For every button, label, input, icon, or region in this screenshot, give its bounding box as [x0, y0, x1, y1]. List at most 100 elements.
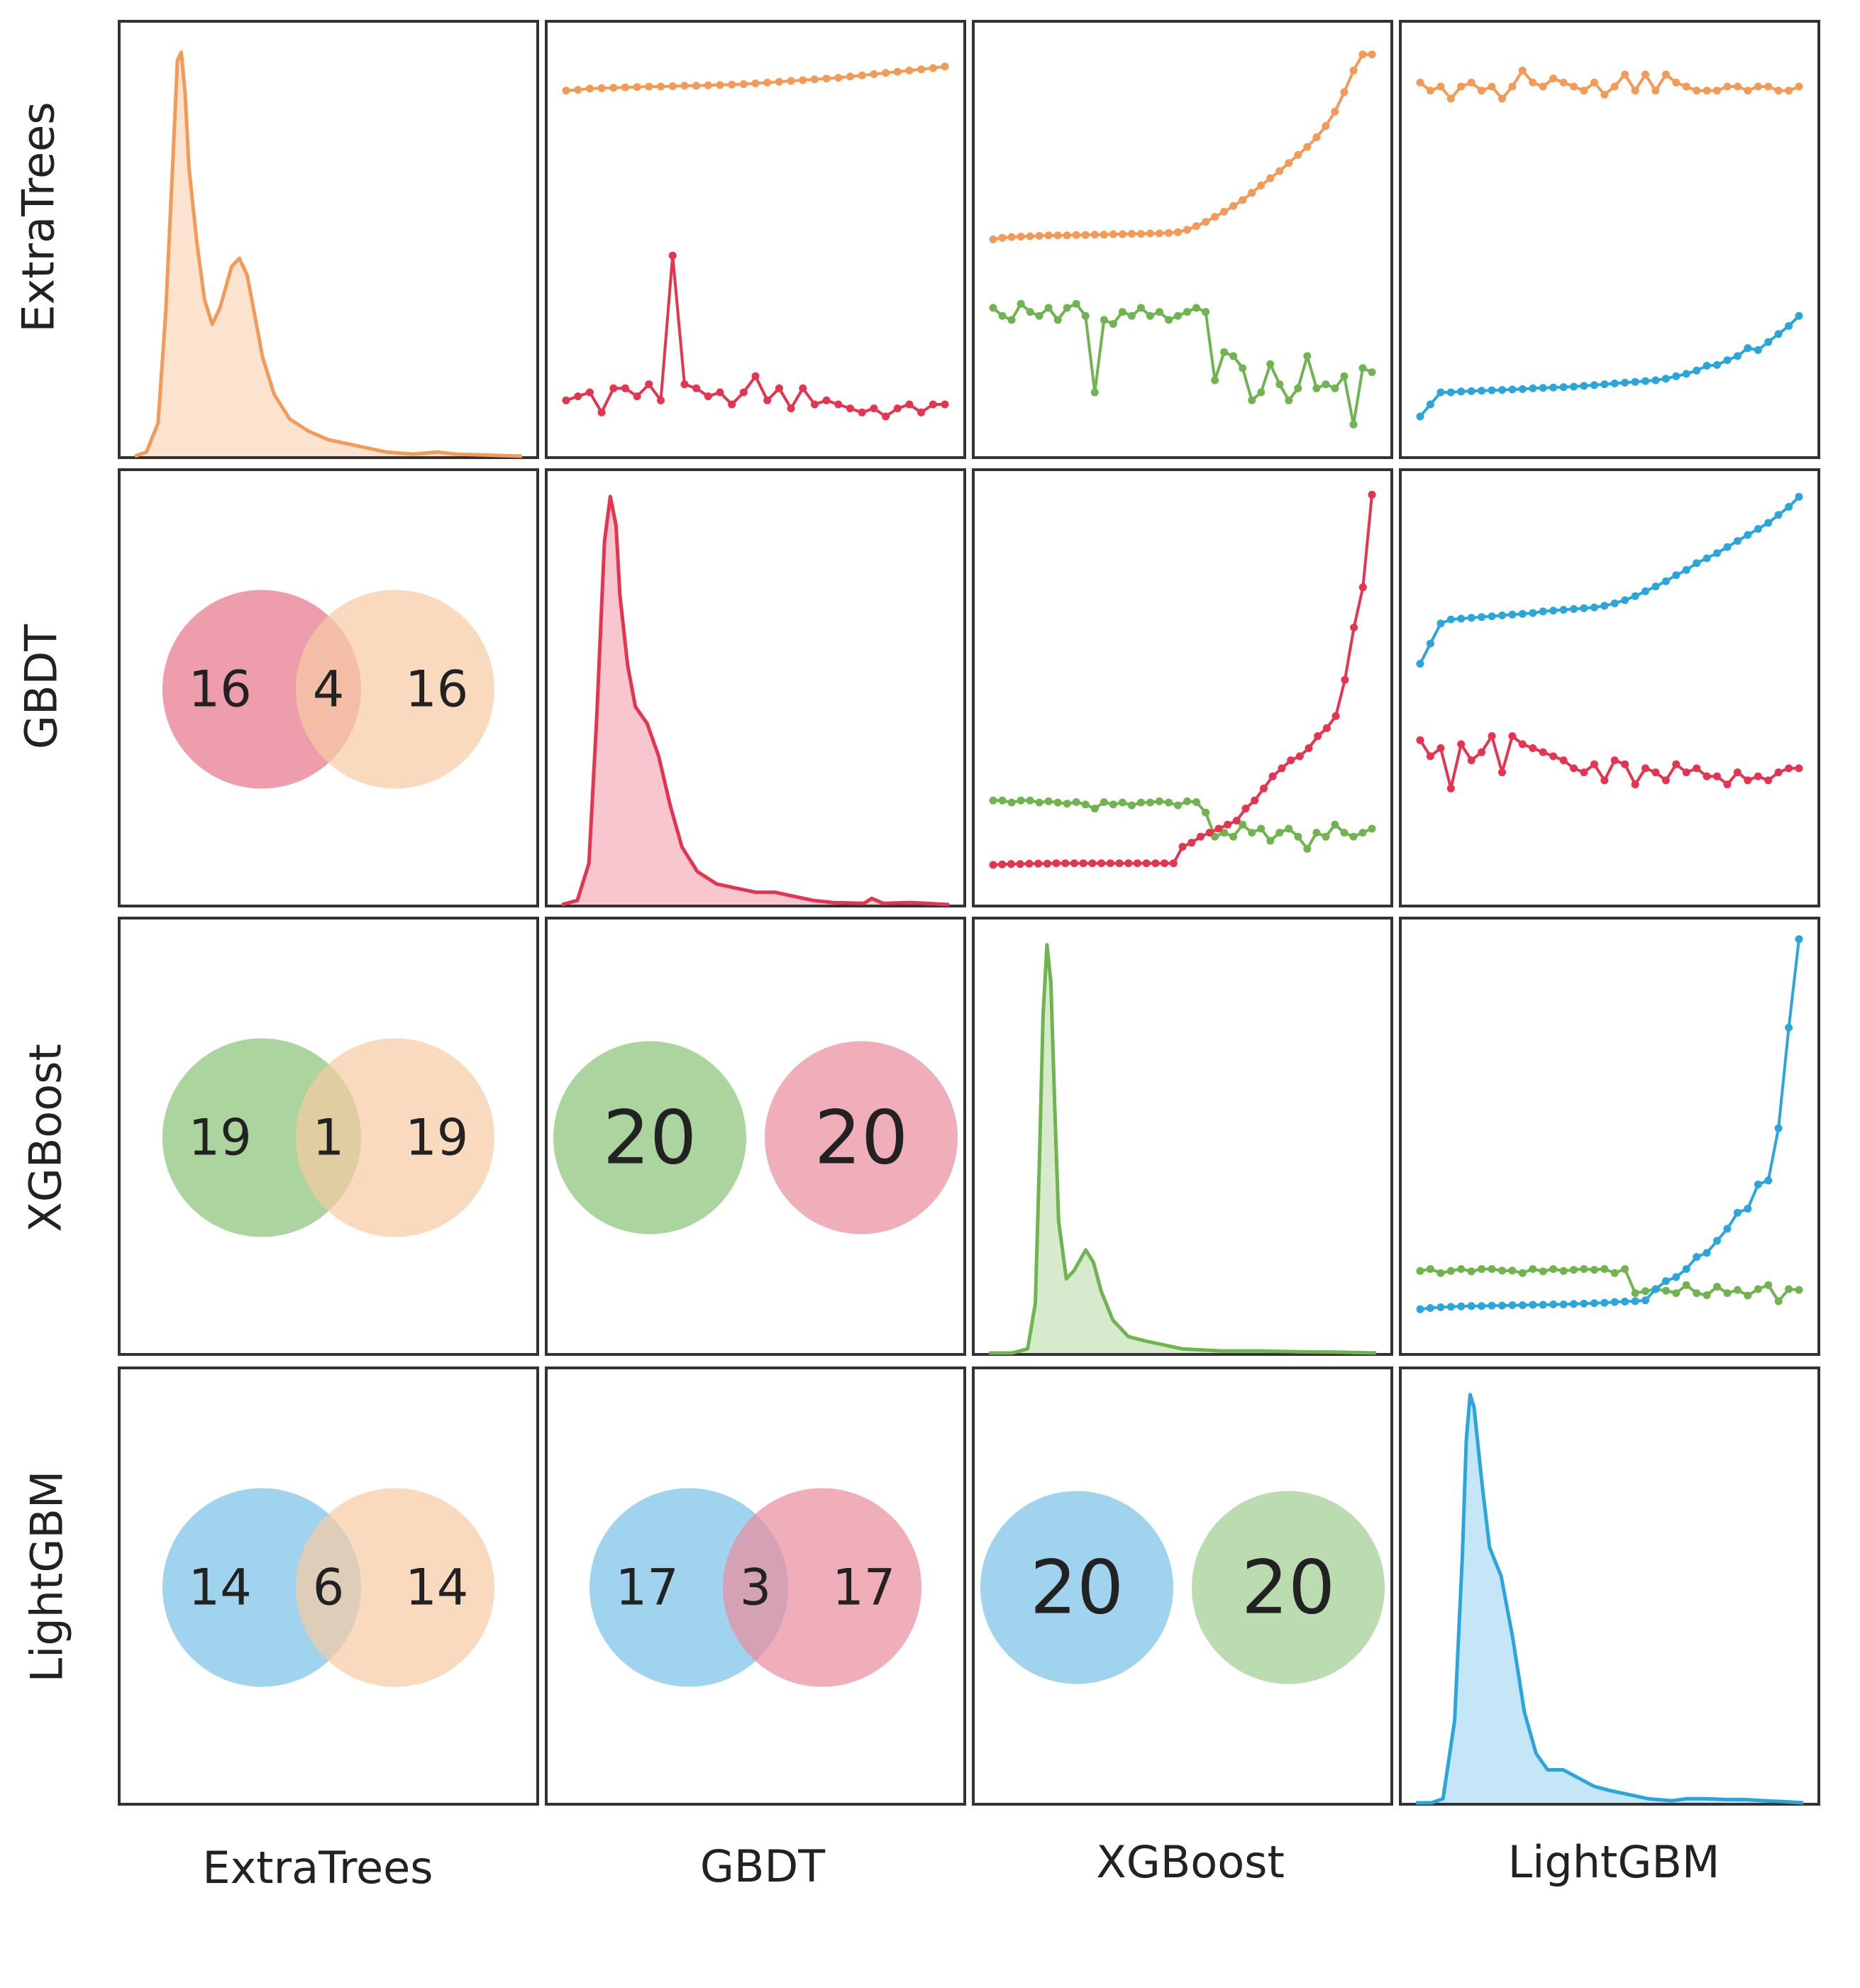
data-point-lightgbm: [1795, 311, 1803, 320]
data-point-gbdt: [1169, 859, 1178, 868]
data-point-gbdt: [1478, 748, 1486, 756]
data-point-gbdt: [645, 380, 653, 389]
data-point-lightgbm: [1693, 1253, 1701, 1261]
data-point-lightgbm: [1590, 381, 1598, 390]
data-point-gbdt: [893, 404, 902, 413]
data-point-xgboost: [1053, 798, 1062, 807]
data-point-extratrees: [1682, 82, 1690, 91]
data-point-gbdt: [775, 384, 783, 392]
venn-count-right-only: 17: [832, 1559, 895, 1617]
data-point-xgboost: [1478, 1265, 1486, 1274]
data-point-xgboost: [1090, 805, 1099, 813]
data-point-extratrees: [1446, 94, 1455, 103]
data-point-extratrees: [1672, 78, 1681, 87]
data-point-xgboost: [1035, 798, 1044, 807]
data-point-extratrees: [1118, 230, 1126, 238]
data-point-extratrees: [1109, 230, 1117, 238]
data-point-extratrees: [1610, 82, 1619, 91]
data-point-lightgbm: [1744, 531, 1752, 539]
data-point-extratrees: [728, 80, 736, 89]
row-labels: ExtraTrees GBDT XGBoost LightGBM: [13, 101, 73, 1682]
data-point-extratrees: [1508, 82, 1517, 91]
data-point-extratrees: [1090, 231, 1099, 239]
data-point-extratrees: [621, 83, 629, 92]
series-xgboost: [989, 796, 1376, 853]
data-point-extratrees: [1257, 182, 1266, 189]
data-point-lightgbm: [1631, 377, 1639, 386]
data-point-xgboost: [1257, 824, 1266, 833]
data-point-gbdt: [1007, 860, 1015, 868]
data-point-lightgbm: [1478, 387, 1486, 395]
data-point-lightgbm: [1754, 346, 1762, 354]
data-point-gbdt: [1314, 732, 1322, 740]
data-point-extratrees: [1211, 213, 1219, 221]
data-point-lightgbm: [1733, 537, 1742, 545]
data-point-xgboost: [1165, 798, 1173, 807]
data-point-lightgbm: [1570, 1300, 1578, 1308]
data-point-lightgbm: [1621, 378, 1629, 387]
data-point-xgboost: [1026, 308, 1034, 316]
data-point-lightgbm: [1436, 1303, 1445, 1311]
col-label-xgboost: XGBoost: [1096, 1836, 1285, 1888]
venn-count-overlap: 6: [313, 1559, 345, 1617]
data-point-xgboost: [1340, 372, 1349, 380]
data-point-lightgbm: [1457, 387, 1466, 396]
data-point-lightgbm: [1661, 375, 1670, 383]
data-point-gbdt: [680, 380, 689, 389]
data-point-gbdt: [1196, 832, 1205, 841]
data-point-gbdt: [858, 408, 866, 416]
data-point-xgboost: [1331, 820, 1339, 829]
data-point-lightgbm: [1610, 380, 1619, 387]
data-point-extratrees: [657, 82, 665, 91]
data-point-xgboost: [1211, 832, 1219, 841]
series-lightgbm: [1416, 492, 1803, 668]
data-point-xgboost: [1457, 1265, 1466, 1274]
data-point-lightgbm: [1508, 1301, 1517, 1310]
data-point-xgboost: [1248, 829, 1256, 837]
data-point-extratrees: [1053, 231, 1062, 240]
data-point-lightgbm: [1498, 611, 1506, 619]
data-point-lightgbm: [1621, 1298, 1629, 1305]
data-point-gbdt: [1142, 859, 1151, 868]
data-point-lightgbm: [1723, 356, 1732, 365]
data-point-xgboost: [1549, 1265, 1558, 1274]
data-point-extratrees: [1202, 218, 1210, 226]
data-point-lightgbm: [1559, 606, 1568, 614]
data-point-gbdt: [1268, 772, 1277, 780]
data-point-lightgbm: [1488, 612, 1496, 621]
data-point-extratrees: [1436, 82, 1445, 91]
venn-lightgbm-xgboost: 20 20: [980, 1491, 1385, 1684]
data-point-xgboost: [1035, 311, 1044, 320]
data-point-lightgbm: [1529, 609, 1537, 617]
data-point-gbdt: [1106, 859, 1114, 868]
data-point-gbdt: [1188, 839, 1196, 847]
data-point-extratrees: [1349, 66, 1358, 74]
venn-count-right-only: 16: [405, 661, 468, 719]
row-label-xgboost: XGBoost: [20, 1044, 72, 1232]
data-point-extratrees: [716, 81, 724, 89]
data-point-gbdt: [834, 400, 843, 409]
line-panel-extratrees-gbdt: [562, 62, 949, 421]
data-point-xgboost: [1508, 1266, 1517, 1275]
data-point-lightgbm: [1590, 1299, 1598, 1308]
data-point-lightgbm: [1467, 1302, 1476, 1310]
data-point-gbdt: [1322, 724, 1331, 732]
data-point-xgboost: [1285, 824, 1293, 833]
data-point-gbdt: [1693, 764, 1701, 773]
panel-frame-gbdt-lightgbm: [1399, 468, 1820, 907]
data-point-lightgbm: [1539, 1301, 1547, 1309]
data-point-lightgbm: [1754, 1181, 1762, 1188]
data-point-extratrees: [1426, 87, 1434, 95]
data-point-lightgbm: [1600, 1298, 1609, 1307]
data-point-gbdt: [1124, 859, 1133, 868]
venn-count-left-only: 19: [189, 1109, 252, 1167]
venn-count-left-only: 20: [603, 1095, 697, 1181]
data-point-gbdt: [1672, 760, 1681, 768]
data-point-lightgbm: [1539, 384, 1547, 392]
data-point-lightgbm: [1651, 582, 1660, 591]
data-point-extratrees: [1642, 70, 1649, 79]
data-point-xgboost: [1446, 1266, 1455, 1275]
data-point-lightgbm: [1642, 1296, 1649, 1305]
data-point-xgboost: [1109, 320, 1117, 328]
data-point-lightgbm: [1672, 571, 1681, 580]
